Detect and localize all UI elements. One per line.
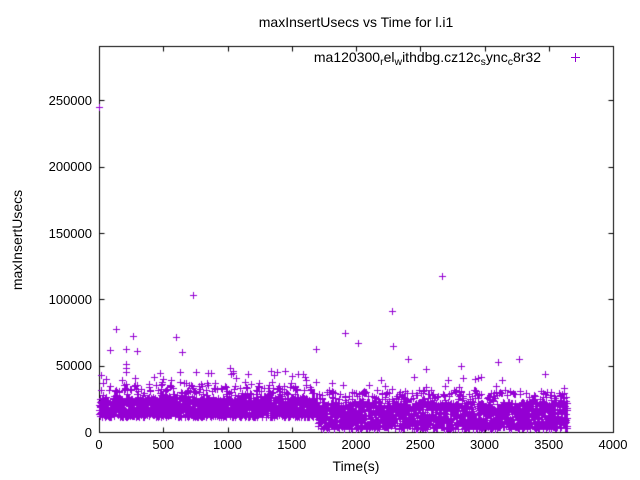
x-tick-label: 2000 <box>341 437 371 452</box>
y-tick-label: 100000 <box>48 291 92 307</box>
x-tick-label: 2500 <box>405 437 435 452</box>
y-tick-label: 50000 <box>55 358 92 374</box>
x-tick-label: 500 <box>152 437 175 452</box>
x-axis-label: Time(s) <box>332 458 380 474</box>
legend: ma120300relwithdbg.cz12csyncc8r32 <box>313 49 541 68</box>
x-tick-label: 1500 <box>277 437 307 452</box>
x-tick-label: 1000 <box>213 437 242 452</box>
chart-title: maxInsertUsecs vs Time for l.i1 <box>258 14 454 30</box>
y-tick-label: 250000 <box>48 92 92 108</box>
legend-series-label: ma120300relwithdbg.cz12csyncc8r32 <box>313 49 541 68</box>
x-tick-label: 4000 <box>598 437 628 452</box>
x-tick-label: 0 <box>95 437 103 452</box>
legend-plus-marker-icon <box>571 53 580 62</box>
y-tick-label: 150000 <box>48 225 92 241</box>
y-tick-label: 0 <box>84 424 92 440</box>
x-tick-label: 3000 <box>470 437 499 452</box>
x-tick-label: 3500 <box>534 437 564 452</box>
y-tick-label: 200000 <box>48 159 92 175</box>
